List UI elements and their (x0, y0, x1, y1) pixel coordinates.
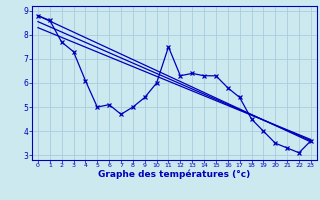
X-axis label: Graphe des températures (°c): Graphe des températures (°c) (98, 170, 251, 179)
